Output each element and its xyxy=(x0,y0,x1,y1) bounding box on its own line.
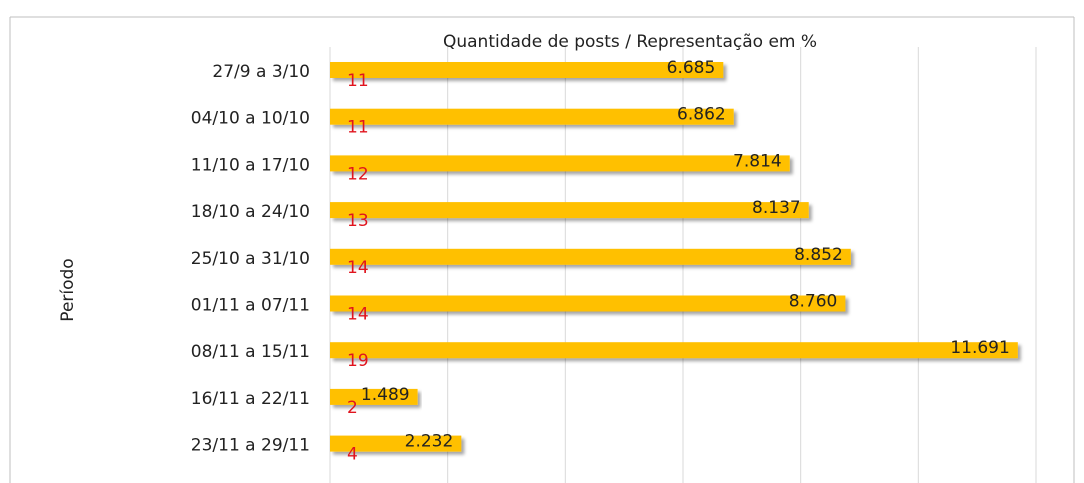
percent-label: 14 xyxy=(347,258,369,278)
y-tick-label: 25/10 a 31/10 xyxy=(191,249,310,269)
percent-label: 4 xyxy=(347,445,358,465)
bar xyxy=(330,202,809,219)
y-tick-label: 01/11 a 07/11 xyxy=(191,296,310,316)
y-tick-label: 18/10 a 24/10 xyxy=(191,202,310,222)
bar xyxy=(330,62,724,78)
value-label: 2.232 xyxy=(405,432,454,452)
bar xyxy=(330,248,851,265)
bar xyxy=(330,435,462,452)
percent-label: 2 xyxy=(347,398,358,418)
value-label: 7.814 xyxy=(733,151,782,171)
y-axis-label: Período xyxy=(58,258,78,321)
value-label: 1.489 xyxy=(361,385,410,405)
y-tick-label: 27/9 a 3/10 xyxy=(212,62,310,82)
percent-label: 14 xyxy=(347,305,369,325)
value-label: 6.862 xyxy=(677,105,726,125)
bar xyxy=(330,388,418,405)
value-label: 8.137 xyxy=(752,198,801,218)
percent-label: 11 xyxy=(347,118,369,138)
bar xyxy=(330,342,1018,359)
bar xyxy=(330,108,734,125)
y-tick-label: 08/11 a 15/11 xyxy=(191,342,310,362)
bar xyxy=(330,295,846,312)
percent-label: 19 xyxy=(347,351,369,371)
percent-label: 12 xyxy=(347,164,369,184)
y-tick-label: 23/11 a 29/11 xyxy=(191,436,310,456)
y-tick-label: 04/10 a 10/10 xyxy=(191,109,310,129)
chart-title: Quantidade de posts / Representação em % xyxy=(443,32,817,52)
y-tick-label: 11/10 a 17/10 xyxy=(191,155,310,175)
y-tick-label: 16/11 a 22/11 xyxy=(191,389,310,409)
value-label: 8.852 xyxy=(794,245,843,265)
value-label: 11.691 xyxy=(950,338,1009,358)
value-label: 6.685 xyxy=(667,58,716,78)
percent-label: 13 xyxy=(347,211,369,231)
bar xyxy=(330,155,790,172)
percent-label: 11 xyxy=(347,71,369,91)
value-label: 8.760 xyxy=(789,292,838,312)
